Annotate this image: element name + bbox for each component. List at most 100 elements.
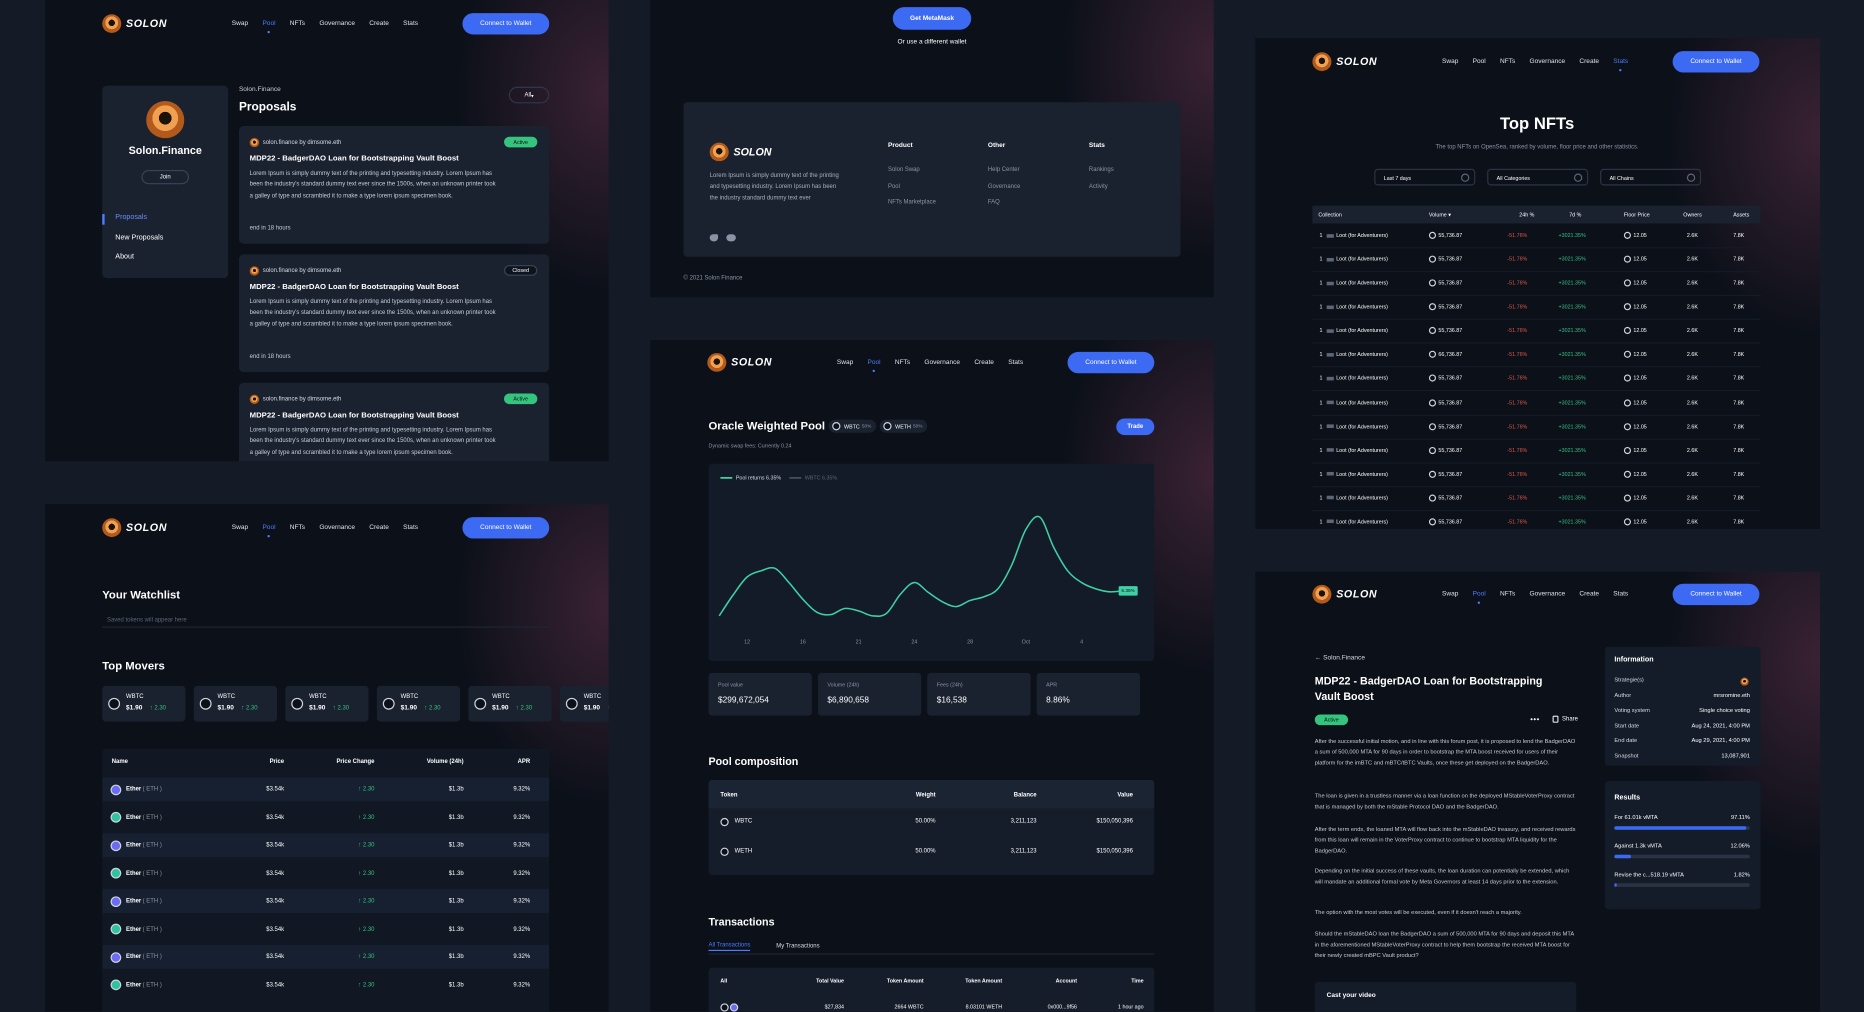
collection-name[interactable]: Loot (for Adventurers) [1336,518,1388,525]
mover-card[interactable]: WBTC $1.90 2.30 [468,685,552,722]
footer-link[interactable]: FAQ [987,198,1000,206]
mover-card[interactable]: WBTC $1.90 2.30 [285,685,369,722]
token-table: Name Price Price Change Volume (24h) APR Ethe… [102,748,550,1012]
nav-link[interactable]: Pool [262,524,276,538]
filter-select[interactable]: All Chains [1600,168,1702,186]
collection-name[interactable]: Loot (for Adventurers) [1336,423,1388,430]
nav-link[interactable]: Stats [1008,359,1024,367]
collection-name[interactable]: Loot (for Adventurers) [1336,447,1388,453]
proposal-card[interactable]: solon.finance by dimsome.eth Closed MDP22 … [238,254,550,373]
collection-name[interactable]: Loot (for Adventurers) [1336,327,1388,334]
nav-link[interactable]: NFTs [894,359,911,367]
share-button[interactable]: Share [1562,715,1578,723]
nav-link[interactable]: Create [974,359,994,367]
nav-link[interactable]: Create [1579,590,1600,598]
nav-link[interactable]: Pool [1472,58,1486,66]
table-row[interactable] [102,861,550,886]
twitter-icon[interactable] [709,234,719,242]
footer-link[interactable]: Solon Swap [888,166,920,174]
nav-link[interactable]: NFTs [1499,590,1516,598]
nav-link[interactable]: Governance [924,359,961,367]
footer-link[interactable]: Activity [1088,182,1108,190]
footer-link[interactable]: Help Center [987,166,1020,174]
collection-name[interactable]: Loot (for Adventurers) [1336,232,1388,239]
wallet-alt-link[interactable]: Or use a different wallet [897,38,967,47]
trade-button[interactable]: Trade [1116,418,1155,436]
connect-wallet-button[interactable]: Connect to Wallet [462,13,550,35]
nav-link[interactable]: Create [369,20,389,28]
mover-card[interactable]: WBTC $1.90 2.30 [376,685,461,722]
profile-menu-item[interactable]: Proposals [115,214,148,222]
watchlist-input[interactable]: Saved tokens will appear here [102,613,550,628]
table-row[interactable] [102,917,550,941]
table-row[interactable] [102,805,550,830]
token-change: 2.30 [358,953,375,960]
table-row[interactable] [102,973,550,997]
connect-wallet-button[interactable]: Connect to Wallet [1672,51,1760,73]
nav-link[interactable]: Swap [231,20,249,28]
back-link[interactable]: Solon.Finance [1315,655,1365,663]
nav-link[interactable]: Governance [319,20,355,28]
token-icon [110,951,122,963]
collection-name[interactable]: Loot (for Adventurers) [1336,351,1388,358]
collection-name[interactable]: Loot (for Adventurers) [1336,375,1388,382]
mover-card[interactable]: WBTC $1.90 2.30 [193,685,277,722]
nav-link[interactable]: Stats [1613,590,1629,598]
nav-link[interactable]: Governance [1529,590,1566,598]
discord-icon[interactable] [726,234,736,242]
table-row[interactable] [102,945,550,969]
filter-select[interactable]: Last 7 days [1374,168,1476,186]
assets: 7.8K [1733,423,1745,430]
nav-link[interactable]: Swap [1441,58,1459,66]
get-metamask-button[interactable]: Get MetaMask [892,7,972,30]
profile-menu-item[interactable]: New Proposals [115,234,164,242]
collection-name[interactable]: Loot (for Adventurers) [1336,279,1388,286]
nav-link[interactable]: Create [1579,58,1600,66]
nav-link[interactable]: Create [369,524,389,532]
mover-card[interactable]: WBTC $1.90 2.30 [102,685,186,722]
proposal-card[interactable]: solon.finance by dimsome.eth Active MDP22 … [238,382,550,462]
collection-name[interactable]: Loot (for Adventurers) [1336,303,1388,310]
nav-link[interactable]: Pool [868,359,881,373]
nav-link[interactable]: Swap [1441,590,1459,598]
token-name: WBTC [734,817,753,826]
rank: 1 [1319,470,1323,477]
nav-link[interactable]: Pool [1473,591,1486,604]
table-row[interactable] [102,889,550,913]
nav-link[interactable]: NFTs [289,524,306,532]
nav-link[interactable]: Governance [319,524,355,532]
join-button[interactable]: Join [141,169,190,185]
filter-dropdown[interactable]: All [508,86,550,104]
table-row[interactable] [102,833,550,858]
token-balance: 3,211,123 [1010,847,1037,855]
connect-wallet-button[interactable]: Connect to Wallet [462,517,550,539]
proposal-card[interactable]: solon.finance by dimsome.eth Active MDP22 … [238,126,550,244]
collection-name[interactable]: Loot (for Adventurers) [1336,494,1388,501]
mover-card[interactable]: WBTC $1.90 2.30 [559,685,609,722]
nav-link[interactable]: Swap [836,359,854,367]
nav-link[interactable]: Swap [231,524,249,532]
collection-name[interactable]: Loot (for Adventurers) [1336,470,1388,477]
select-chevron [1686,173,1696,182]
footer-link[interactable]: Rankings [1088,166,1114,174]
footer-link[interactable]: Pool [888,182,900,190]
tab[interactable]: My Transactions [776,942,820,950]
table-row[interactable] [102,777,550,802]
filter-select[interactable]: All Categories [1487,168,1589,186]
collection-name[interactable]: Loot (for Adventurers) [1336,399,1388,406]
tab-active[interactable]: All Transactions [708,942,751,952]
footer-link[interactable]: NFTs Marketplace [888,198,936,206]
profile-menu-item[interactable]: About [115,253,134,261]
nav-link[interactable]: Stats [403,20,419,28]
nav-link[interactable]: Pool [262,20,276,34]
more-button[interactable] [1529,718,1540,721]
nav-link[interactable]: NFTs [1499,58,1516,66]
connect-wallet-button[interactable]: Connect to Wallet [1672,583,1760,606]
collection-name[interactable]: Loot (for Adventurers) [1336,256,1388,262]
nav-link[interactable]: Stats [1613,58,1628,72]
nav-link[interactable]: Stats [403,524,419,532]
connect-wallet-button[interactable]: Connect to Wallet [1067,351,1155,374]
nav-link[interactable]: NFTs [289,20,306,28]
nav-link[interactable]: Governance [1529,58,1566,66]
footer-link[interactable]: Governance [987,182,1021,190]
